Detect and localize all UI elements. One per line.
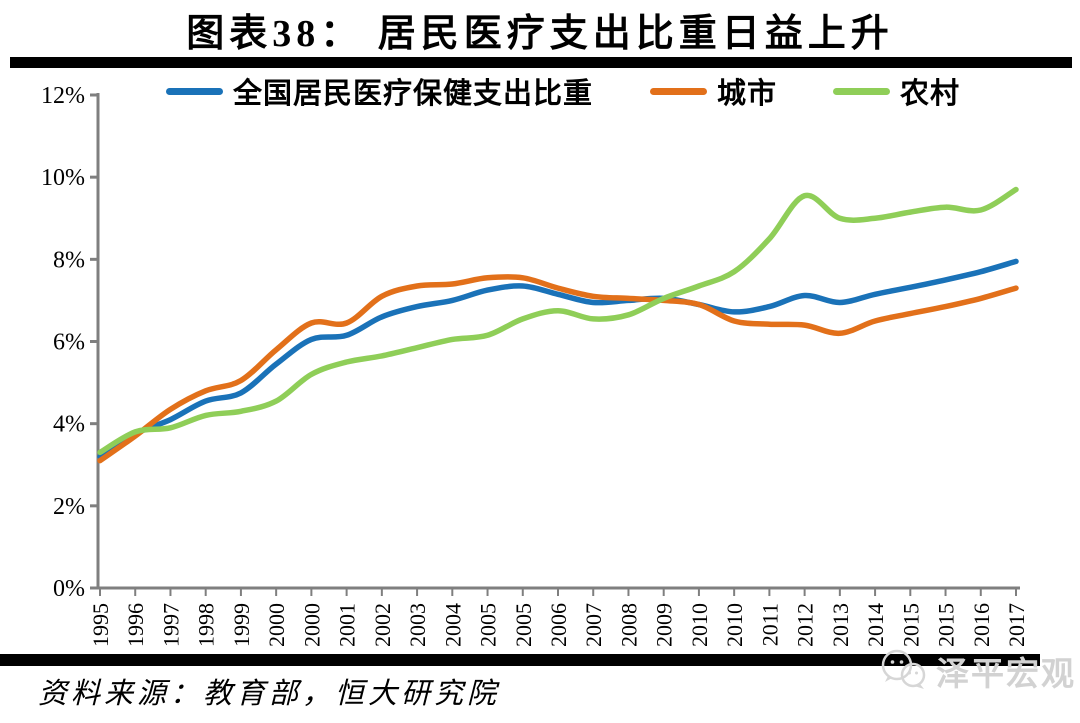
series-line-urban [97, 274, 1019, 464]
x-tick-label: 2003 [405, 603, 430, 647]
y-tick-label: 10% [41, 165, 85, 191]
legend-swatch-rural [833, 87, 890, 95]
x-tick-label: 2006 [546, 603, 571, 647]
title-divider [10, 57, 1072, 68]
watermark-label: 泽平宏观 [936, 655, 1076, 692]
series-line-national [97, 258, 1019, 460]
bottom-divider [0, 654, 1040, 666]
x-tick-label: 2015 [898, 603, 923, 647]
legend-item-rural: 农村 [833, 75, 960, 110]
x-tick-label: 2010 [687, 603, 712, 647]
line-chart: 12% 10% 8% 6% 4% 2% 0%1995 1996 1997 1998 1999 2000… [41, 83, 1029, 647]
y-tick-label: 6% [53, 330, 85, 356]
x-tick-label: 2004 [440, 603, 465, 647]
legend-swatch-national [166, 87, 223, 95]
legend-item-national: 全国居民医疗保健支出比重 [166, 75, 593, 110]
x-tick-label: 2009 [652, 603, 677, 647]
legend-label-rural: 农村 [900, 78, 961, 110]
source-note: 资料来源：教育部，恒大研究院 [38, 678, 501, 710]
x-tick-label: 2005 [476, 603, 501, 647]
x-tick-label: 2012 [793, 603, 818, 647]
y-tick-label: 2% [53, 494, 85, 520]
x-tick-label: 2010 [722, 603, 747, 647]
legend-label-national: 全国居民医疗保健支出比重 [233, 78, 594, 110]
legend-swatch-urban [650, 87, 707, 95]
x-tick-label: 2017 [1004, 603, 1029, 647]
x-tick-label: 2013 [828, 603, 853, 647]
series-line-rural [97, 186, 1019, 456]
page-title: 图表38： 居民医疗支出比重日益上升 [186, 13, 894, 55]
x-tick-label: 1997 [158, 603, 183, 647]
y-tick-label: 12% [41, 83, 85, 109]
y-tick-label: 0% [53, 576, 85, 602]
x-tick-label: 2001 [335, 603, 360, 647]
x-tick-label: 2002 [370, 603, 395, 647]
x-tick-label: 1999 [229, 603, 254, 647]
x-tick-label: 1995 [88, 603, 113, 647]
legend-label-urban: 城市 [717, 78, 778, 110]
x-tick-label: 2011 [757, 603, 782, 646]
x-tick-label: 2015 [934, 603, 959, 647]
x-tick-label: 1998 [194, 603, 219, 647]
watermark: 泽平宏观 [878, 647, 1076, 695]
legend-item-urban: 城市 [650, 75, 777, 110]
y-tick-label: 8% [53, 247, 85, 273]
x-tick-label: 2000 [264, 603, 289, 647]
y-tick-label: 4% [53, 412, 85, 438]
x-tick-label: 2007 [581, 603, 606, 647]
x-tick-label: 2008 [616, 603, 641, 647]
wechat-icon [881, 649, 926, 689]
x-tick-label: 2014 [863, 603, 888, 647]
x-tick-label: 2016 [969, 603, 994, 647]
x-tick-label: 2005 [511, 603, 536, 647]
x-tick-label: 1996 [123, 603, 148, 647]
x-tick-label: 2000 [299, 603, 324, 647]
